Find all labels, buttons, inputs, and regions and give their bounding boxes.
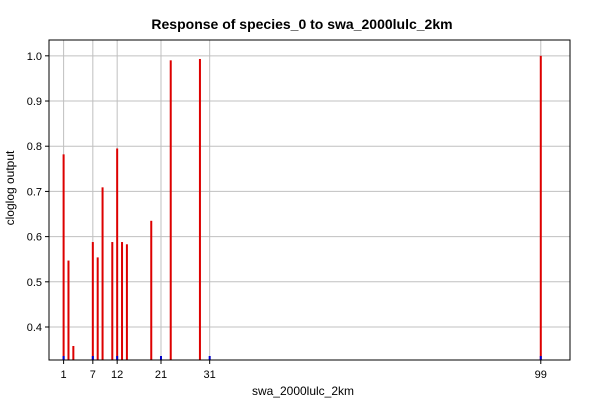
chart-title: Response of species_0 to swa_2000lulc_2k… — [151, 16, 452, 32]
bar — [62, 154, 65, 360]
baseline-marker — [159, 356, 162, 360]
y-tick-label: 0.9 — [27, 96, 42, 108]
baseline-marker — [62, 356, 65, 360]
baseline-marker — [116, 356, 119, 360]
bar — [72, 345, 75, 360]
x-tick-label: 7 — [90, 369, 96, 381]
y-tick-label: 0.6 — [27, 232, 42, 244]
y-tick-label: 0.8 — [27, 141, 42, 153]
bar — [539, 55, 542, 360]
x-axis-label: swa_2000lulc_2km — [252, 384, 354, 398]
baseline-marker — [208, 356, 211, 360]
x-tick-label: 12 — [111, 369, 123, 381]
bar — [121, 242, 124, 360]
x-tick-label: 99 — [535, 369, 547, 381]
bar — [198, 58, 201, 360]
y-tick-label: 0.4 — [27, 322, 42, 334]
x-tick-label: 31 — [204, 369, 216, 381]
tick-layer: 0.4 0.5 0.6 0.7 0.8 0.9 1.0 1 7 12 21 31 99 — [27, 51, 547, 381]
bar — [91, 242, 94, 360]
plot-area — [48, 39, 571, 361]
y-axis-label: cloglog output — [3, 150, 17, 225]
y-tick-label: 0.7 — [27, 186, 42, 198]
bar — [96, 257, 99, 360]
baseline-marker — [91, 356, 94, 360]
bar — [125, 244, 128, 360]
y-tick-label: 1.0 — [27, 51, 42, 63]
bar — [150, 220, 153, 360]
y-tick-label: 0.5 — [27, 277, 42, 289]
x-tick-label: 1 — [61, 369, 67, 381]
bar — [169, 60, 172, 360]
baseline-marker — [539, 356, 542, 360]
x-tick-label: 21 — [155, 369, 167, 381]
bar — [67, 260, 70, 360]
bar-layer — [62, 55, 542, 360]
bar — [116, 148, 119, 360]
bar — [111, 242, 114, 360]
bar — [101, 187, 104, 360]
